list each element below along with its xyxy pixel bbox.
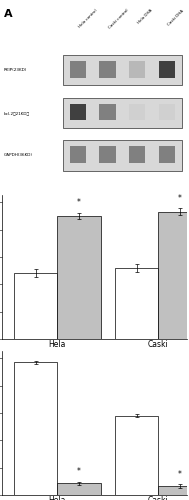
Bar [63, 55, 182, 85]
Bar [159, 104, 175, 120]
Text: RKIP(23KD): RKIP(23KD) [4, 68, 27, 72]
Bar [70, 61, 86, 78]
Text: *: * [77, 468, 81, 476]
Bar [115, 268, 158, 339]
Bar [115, 416, 158, 495]
Bar [99, 61, 116, 78]
Text: bcl-2（21KD）: bcl-2（21KD） [4, 110, 30, 114]
Text: Caski control: Caski control [108, 8, 129, 30]
Bar [63, 140, 182, 170]
Bar [129, 104, 145, 120]
Text: Hela DHA: Hela DHA [137, 8, 154, 25]
Bar [14, 362, 57, 495]
Text: *: * [178, 470, 182, 479]
Bar [129, 146, 145, 163]
Bar [159, 61, 175, 78]
Bar [70, 146, 86, 163]
Bar [158, 486, 189, 495]
Text: GAPDH(36KD): GAPDH(36KD) [4, 154, 33, 158]
Text: Caski DHA: Caski DHA [167, 8, 185, 26]
Bar [57, 484, 101, 495]
Bar [99, 104, 116, 120]
Text: A: A [4, 8, 12, 18]
Bar [63, 98, 182, 128]
Bar [70, 104, 86, 120]
Bar [158, 212, 189, 339]
Bar [99, 146, 116, 163]
Bar [14, 274, 57, 339]
Text: *: * [77, 198, 81, 207]
Bar [159, 146, 175, 163]
Bar [129, 61, 145, 78]
Bar [57, 216, 101, 339]
Text: *: * [178, 194, 182, 203]
Text: Hela control: Hela control [78, 8, 98, 29]
